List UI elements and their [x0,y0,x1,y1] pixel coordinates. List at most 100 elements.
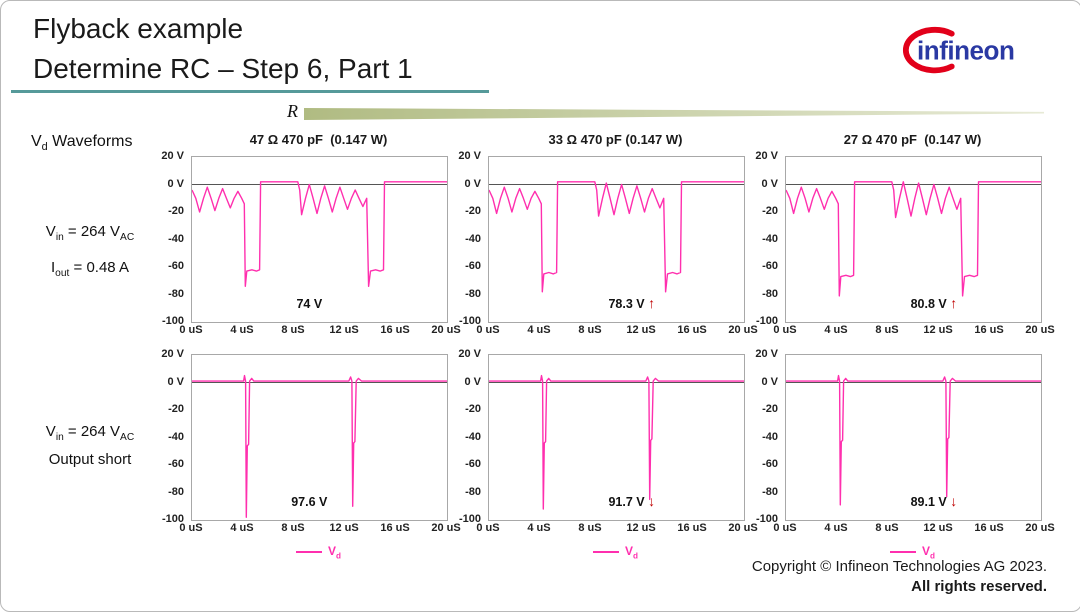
y-tick-label: -40 [465,430,481,443]
waveform-svg [786,181,1041,297]
y-tick-label: 0 V [464,177,481,190]
text-segment: V [45,423,56,440]
conditions-row2: Vin = 264 VAC Output short [19,423,161,468]
y-tick-label: -80 [168,287,184,300]
annotation-arrow-icon: ↑ [950,295,958,311]
x-tick-label: 12 uS [626,324,656,336]
title-line-1: Flyback example [33,13,244,44]
text-segment: Waveforms [47,133,133,150]
x-tick-label: 0 uS [773,324,797,336]
x-tick-label: 0 uS [179,522,203,534]
chart-title [191,330,446,354]
text-segment: V [625,544,634,558]
infineon-logo-graphic: infineon [903,26,1015,74]
annotation-value: 91.7 V [608,495,645,509]
x-tick-label: 4 uS [527,522,551,534]
logo-wordmark: infineon [917,36,1014,66]
text-segment: V [922,544,931,558]
x-tick-label: 8 uS [875,522,899,534]
y-axis-labels: 20 V 0 V -20 -40 -60 -80 -100 [448,150,484,327]
x-axis-labels: 0 uS 4 uS 8 uS 12 uS 16 uS 20 uS [476,324,757,338]
x-tick-label: 16 uS [677,522,707,534]
x-tick-label: 20 uS [1025,324,1055,336]
x-tick-label: 16 uS [974,522,1004,534]
x-tick-label: 0 uS [773,522,797,534]
y-tick-label: -80 [168,485,184,498]
text-segment: V [31,133,42,150]
x-tick-label: 12 uS [626,522,656,534]
chart-title [785,330,1040,354]
y-tick-label: 20 V [161,348,184,360]
y-tick-label: -40 [465,232,481,245]
y-tick-label: 0 V [464,375,481,388]
output-short-label: Output short [19,451,161,468]
y-tick-label: -20 [762,205,778,217]
chart-title [488,330,743,354]
x-tick-label: 8 uS [281,324,305,336]
title-underline [11,90,489,93]
plot-area: 89.1 V ↓ [785,354,1042,521]
annotation: 89.1 V ↓ [911,493,958,509]
annotation-arrow-icon: ↓ [648,493,656,509]
y-tick-label: 0 V [167,177,184,190]
x-axis-labels: 0 uS 4 uS 8 uS 12 uS 16 uS 20 uS [476,522,757,536]
y-tick-label: -40 [762,232,778,245]
x-tick-label: 20 uS [728,324,758,336]
plot-area: 80.8 V ↑ [785,156,1042,323]
chart-title: 47 Ω 470 pF (0.147 W) [249,132,388,147]
text-segment: d [633,551,638,561]
x-tick-label: 20 uS [1025,522,1055,534]
waveform-trace [192,181,447,288]
y-tick-label: -20 [762,403,778,415]
waveform-trace [192,374,447,519]
text-segment: I [51,259,56,276]
vin-label-row2: Vin = 264 VAC [19,423,161,443]
x-tick-label: 16 uS [974,324,1004,336]
x-tick-label: 8 uS [875,324,899,336]
y-tick-label: 20 V [161,150,184,162]
plot-area: 91.7 V ↓ [488,354,745,521]
chart-vd-27ohm: 27 Ω 470 pF (0.147 W) 20 V 0 V -20 -40 -60 -8… [745,132,1054,338]
x-tick-label: 4 uS [527,324,551,336]
x-tick-label: 16 uS [677,324,707,336]
logo-swoosh-icon [903,26,955,74]
annotation-value: 78.3 V [608,297,645,311]
legend-line-icon [890,551,916,554]
x-tick-label: 4 uS [230,324,254,336]
y-tick-label: 0 V [167,375,184,388]
r-decrease-wedge [304,108,1044,120]
y-tick-label: 20 V [755,150,778,162]
copyright-line-2: All rights reserved. [911,578,1047,595]
slide-title: Flyback example Determine RC – Step 6, P… [33,9,413,89]
annotation: 97.6 V [291,493,327,509]
waveform-svg [192,181,447,288]
y-tick-label: 20 V [755,348,778,360]
x-tick-label: 16 uS [380,324,410,336]
x-tick-label: 12 uS [329,324,359,336]
annotation-arrow-icon: ↑ [648,295,656,311]
x-tick-label: 20 uS [431,522,461,534]
waveform-svg [489,374,744,510]
chart-short-27ohm: 20 V 0 V -20 -40 -60 -80 -100 89.1 V ↓ 0 uS 4 u… [745,330,1054,560]
x-axis-labels: 0 uS 4 uS 8 uS 12 uS 16 uS 20 uS [179,522,460,536]
chart-title: 33 Ω 470 pF (0.147 W) [548,132,683,147]
chart-vd-47ohm: 47 Ω 470 pF (0.147 W) 20 V 0 V -20 -40 -60 -8… [151,132,460,338]
plot-area: 97.6 V [191,354,448,521]
text-segment: = 0.48 A [69,259,129,276]
y-tick-label: -60 [465,458,481,470]
text-segment: in [55,232,64,243]
x-axis-labels: 0 uS 4 uS 8 uS 12 uS 16 uS 20 uS [773,522,1054,536]
y-tick-label: -80 [465,485,481,498]
text-segment: d [336,551,341,561]
annotation-value: 97.6 V [291,495,328,509]
x-tick-label: 4 uS [230,522,254,534]
legend-label: Vd [328,544,341,560]
text-segment: d [41,141,48,154]
plot-area: 78.3 V ↑ [488,156,745,323]
y-tick-label: -100 [458,315,481,327]
y-tick-label: -40 [762,430,778,443]
y-tick-label: -80 [465,287,481,300]
y-tick-label: -20 [168,205,184,217]
y-tick-label: -40 [168,430,184,443]
